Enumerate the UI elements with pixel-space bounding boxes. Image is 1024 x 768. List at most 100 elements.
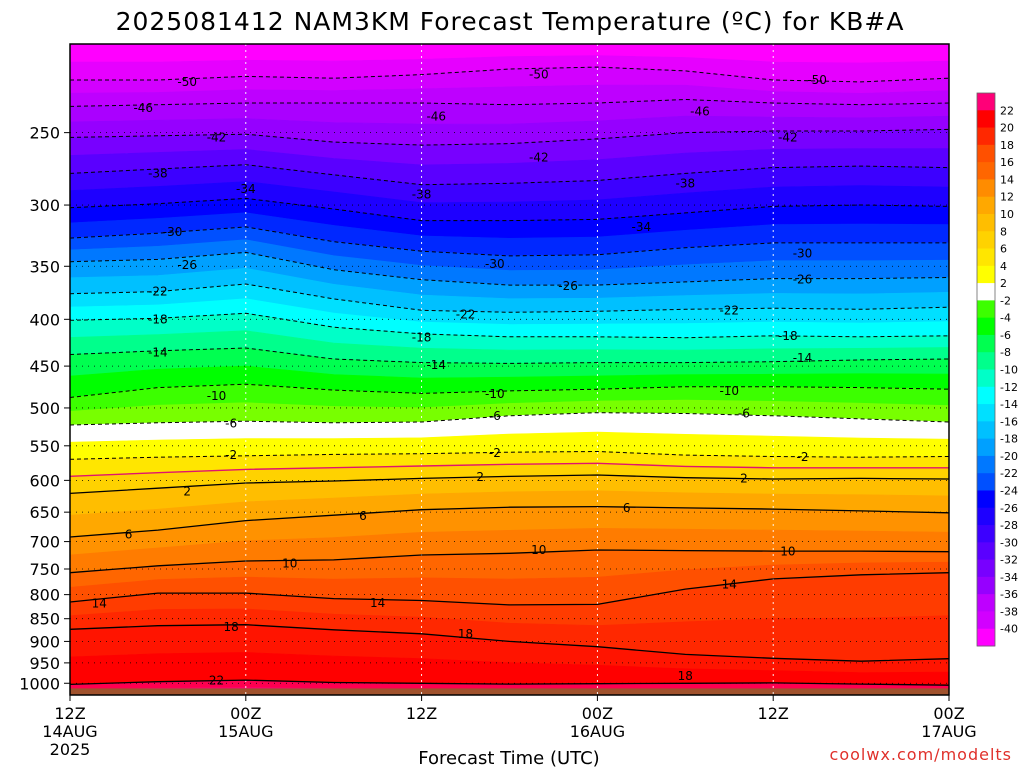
colorbar-label: 10: [1000, 208, 1014, 221]
colorbar-swatch: [977, 369, 995, 388]
isotherm-label: -10: [719, 384, 739, 398]
isotherm-label: -14: [793, 351, 813, 365]
isotherm-label: -42: [207, 130, 227, 144]
isotherm-label: 10: [780, 545, 795, 559]
colorbar-label: -24: [1000, 484, 1018, 497]
colorbar-label: -38: [1000, 605, 1018, 618]
isotherm-label: -6: [489, 409, 501, 423]
isotherm-label: 10: [531, 543, 546, 557]
colorbar-label: -34: [1000, 571, 1018, 584]
ground-fill: [70, 688, 949, 695]
colorbar-swatch: [977, 594, 995, 612]
colorbar-label: -30: [1000, 536, 1018, 549]
time-tick-label: 00Z: [230, 704, 261, 723]
colorbar-label: 8: [1000, 225, 1007, 238]
isotherm-label: -42: [529, 150, 549, 164]
isotherm-label: -6: [738, 406, 750, 420]
time-tick-label: 2025: [50, 740, 91, 759]
isotherm-label: -30: [485, 257, 505, 271]
pressure-tick-label: 600: [29, 471, 60, 490]
colorbar-label: 20: [1000, 122, 1014, 135]
isotherm-label: -2: [489, 446, 501, 460]
isotherm-label: -38: [675, 176, 695, 190]
colorbar-label: -18: [1000, 433, 1018, 446]
pressure-tick-label: 650: [29, 503, 60, 522]
pressure-tick-label: 700: [29, 533, 60, 552]
colorbar-label: -8: [1000, 346, 1011, 359]
colorbar-label: 12: [1000, 191, 1014, 204]
isotherm-label: -10: [485, 387, 505, 401]
isotherm-label: 18: [678, 669, 693, 683]
colorbar-label: -14: [1000, 398, 1018, 411]
pressure-tick-label: 1000: [19, 674, 60, 693]
colorbar-swatch: [977, 542, 995, 561]
colorbar-swatch: [977, 525, 995, 543]
pressure-tick-label: 850: [29, 610, 60, 629]
colorbar-swatch: [977, 334, 995, 353]
cold-isotherm: [70, 197, 949, 222]
colorbar-label: -4: [1000, 312, 1011, 325]
isotherm-label: -42: [778, 130, 798, 144]
isotherm-label: -26: [793, 273, 813, 287]
isotherm-label: 18: [458, 627, 473, 641]
isotherm-label: -50: [529, 68, 549, 82]
isotherm-label: -30: [163, 225, 183, 239]
isotherm-label: -18: [148, 312, 168, 326]
isotherm-label: -46: [690, 104, 710, 118]
colorbar-swatch: [977, 438, 995, 457]
colorbar-swatch: [977, 300, 995, 319]
warm-isotherm: [70, 474, 949, 495]
colorbar-swatch: [977, 317, 995, 336]
isotherm-label: 14: [92, 596, 107, 610]
colorbar-swatch: [977, 283, 995, 301]
warm-isotherm: [70, 549, 949, 574]
colorbar-swatch: [977, 231, 995, 250]
isotherm-contours: [70, 66, 949, 686]
isotherm-label: -50: [177, 75, 197, 89]
isotherm-label: 2: [476, 470, 484, 484]
time-tick-label: 15AUG: [218, 722, 273, 741]
isotherm-label: 22: [209, 673, 224, 687]
pressure-tick-label: 900: [29, 632, 60, 651]
colorbar-swatch: [977, 386, 995, 405]
pressure-tick-label: 550: [29, 437, 60, 456]
isotherm-label: 18: [224, 620, 239, 634]
ground-layer: [70, 688, 949, 695]
cold-isotherm: [70, 283, 949, 313]
pressure-tick-label: 350: [29, 257, 60, 276]
isotherm-label: 6: [359, 509, 367, 523]
time-tick-label: 12Z: [406, 704, 437, 723]
colorbar-swatch: [977, 628, 995, 647]
isotherm-label: -10: [207, 389, 227, 403]
time-tick-label: 14AUG: [42, 722, 97, 741]
colorbar-swatch: [977, 404, 995, 422]
isotherm-label: -22: [456, 307, 476, 321]
pressure-axis: 250 300 350 400 450 500 550 600 650 700 750 800 850 9…: [19, 124, 70, 693]
colorbar-swatch: [977, 127, 995, 146]
plot-area: -50 -50 -50 -46 -46 -46 -42 -42 -42 -38 -38 -38 -34 -…: [70, 44, 949, 695]
pressure-tick-label: 500: [29, 399, 60, 418]
time-tick-label: 12Z: [54, 704, 85, 723]
colorbar-swatch: [977, 352, 995, 370]
colorbar-swatch: [977, 213, 995, 232]
colorbar-swatch: [977, 179, 995, 198]
time-gridlines: [70, 44, 949, 695]
colorbar-label: -16: [1000, 415, 1018, 428]
colorbar-label: -22: [1000, 467, 1018, 480]
colorbar-swatch: [977, 196, 995, 215]
isotherm-label: -50: [807, 73, 827, 87]
isotherm-label: -22: [719, 303, 739, 317]
colorbar-label: 16: [1000, 156, 1014, 169]
isotherm-label: -14: [426, 358, 446, 372]
isotherm-label: -46: [426, 109, 446, 123]
cold-isotherm: [70, 226, 949, 257]
pressure-gridlines: [70, 132, 949, 684]
colorbar-swatch: [977, 559, 995, 578]
colorbar-frame: [976, 92, 996, 647]
colorbar: 22 20 18 16 14 12 10 8 6 4 2 -2 -4 -6 -8 -10 -12 -14 -16 -1…: [976, 92, 1018, 647]
colorbar-label: -36: [1000, 588, 1018, 601]
colorbar-label: 4: [1000, 260, 1007, 273]
plot-frame: [69, 43, 950, 696]
warm-isotherm: [70, 572, 949, 606]
